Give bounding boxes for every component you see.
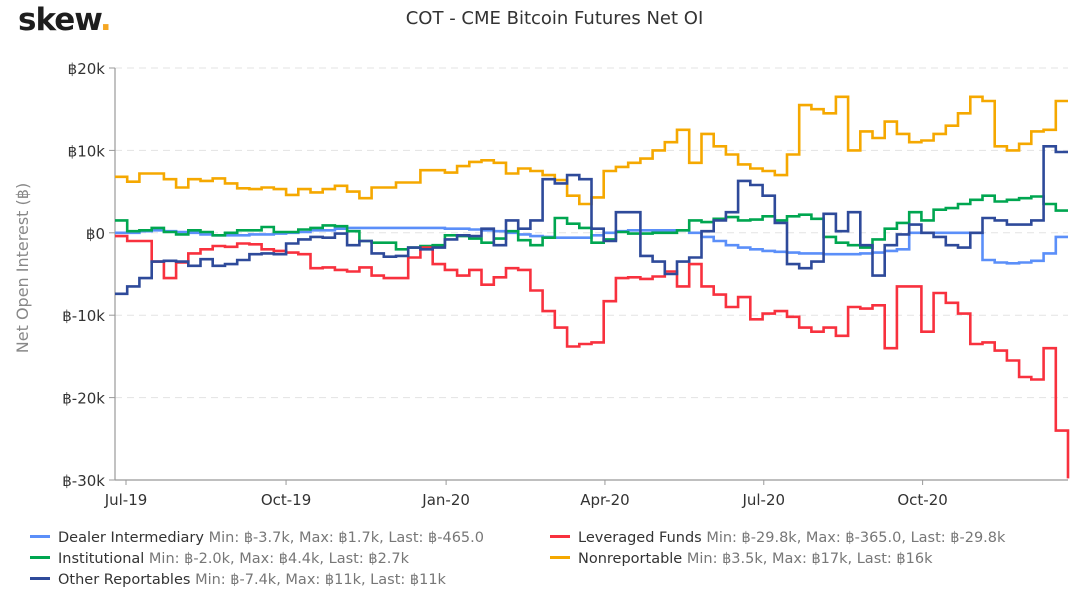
legend-swatch bbox=[550, 555, 570, 559]
legend-swatch bbox=[30, 576, 50, 580]
series-line-leveraged-funds bbox=[115, 234, 1070, 479]
chart-title: COT - CME Bitcoin Futures Net OI bbox=[405, 8, 704, 29]
skew-logo: skew. bbox=[18, 2, 112, 38]
y-tick-label: ฿-10k bbox=[62, 307, 105, 325]
series-line-other-reportables bbox=[115, 145, 1068, 296]
legend-item[interactable]: Other Reportables Min: ฿-7.4k, Max: ฿11k… bbox=[30, 570, 446, 591]
y-tick-label: ฿-30k bbox=[62, 472, 105, 490]
legend-item[interactable]: Dealer Intermediary Min: ฿-3.7k, Max: ฿1… bbox=[30, 528, 484, 549]
legend-swatch bbox=[30, 534, 50, 538]
legend-series-name: Other Reportables bbox=[58, 572, 196, 588]
legend-series-stats: Min: ฿-29.8k, Max: ฿-365.0, Last: ฿-29.8… bbox=[706, 530, 1006, 546]
y-tick-label: ฿-20k bbox=[62, 390, 105, 408]
y-axis-label: Net Open Interest (฿) bbox=[13, 183, 32, 353]
legend-item[interactable]: Nonreportable Min: ฿3.5k, Max: ฿17k, Las… bbox=[550, 549, 933, 570]
legend-swatch bbox=[30, 555, 50, 559]
x-tick-label: Jul-20 bbox=[741, 491, 785, 509]
series-lines bbox=[115, 95, 1070, 479]
legend-item[interactable]: Institutional Min: ฿-2.0k, Max: ฿4.4k, L… bbox=[30, 549, 409, 570]
x-tick-label: Oct-19 bbox=[261, 491, 311, 509]
x-tick-label: Apr-20 bbox=[580, 491, 630, 509]
legend-series-stats: Min: ฿-7.4k, Max: ฿11k, Last: ฿11k bbox=[195, 572, 446, 588]
legend-series-name: Nonreportable bbox=[578, 551, 687, 567]
legend-series-stats: Min: ฿-3.7k, Max: ฿1.7k, Last: ฿-465.0 bbox=[208, 530, 484, 546]
legend-item[interactable]: Leveraged Funds Min: ฿-29.8k, Max: ฿-365… bbox=[550, 528, 1005, 549]
series-line-nonreportable bbox=[115, 95, 1068, 206]
x-tick-label: Jul-19 bbox=[104, 491, 148, 509]
legend-series-stats: Min: ฿3.5k, Max: ฿17k, Last: ฿16k bbox=[686, 551, 933, 567]
y-tick-label: ฿0 bbox=[86, 225, 105, 243]
x-tick-label: Jan-20 bbox=[421, 491, 470, 509]
y-tick-label: ฿10k bbox=[68, 142, 106, 160]
legend-swatch bbox=[550, 534, 570, 538]
legend-series-name: Dealer Intermediary bbox=[58, 530, 209, 546]
legend-series-name: Institutional bbox=[58, 551, 149, 567]
y-tick-label: ฿20k bbox=[68, 60, 106, 78]
series-line-institutional bbox=[115, 194, 1068, 251]
legend-series-stats: Min: ฿-2.0k, Max: ฿4.4k, Last: ฿2.7k bbox=[148, 551, 410, 567]
legend-series-name: Leveraged Funds bbox=[578, 530, 707, 546]
x-tick-label: Oct-20 bbox=[897, 491, 947, 509]
